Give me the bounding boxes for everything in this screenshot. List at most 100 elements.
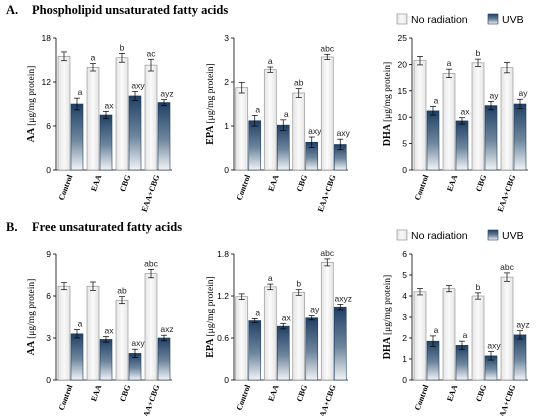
y-tick-label: 0 xyxy=(46,165,51,175)
significance-label: ayz xyxy=(160,89,173,99)
chart-a-dha: 0 5 10 15 20 25 DHA [μg/mg protein] Control a EAA… xyxy=(382,33,528,213)
significance-label: axy xyxy=(337,128,351,138)
bar-no-radiation xyxy=(57,285,71,381)
bar-no-radiation xyxy=(263,69,277,171)
y-tick-label: 0.6 xyxy=(217,333,229,343)
y-tick-label: 6 xyxy=(46,291,51,301)
significance-label: a xyxy=(434,96,439,106)
y-tick-label: 3 xyxy=(46,333,51,343)
y-tick-label: 1.2 xyxy=(217,291,229,301)
significance-label: axyz xyxy=(335,293,352,303)
significance-label: abc xyxy=(320,248,334,258)
y-tick-label: 4 xyxy=(402,291,407,301)
category-label: EAA xyxy=(89,383,103,402)
legend-label-uvb: UVB xyxy=(502,14,524,26)
legend-a: No radiation UVB xyxy=(396,13,524,26)
bar-uvb xyxy=(70,103,84,171)
legend-swatch-uvb xyxy=(487,229,499,241)
category-label: Control xyxy=(413,173,431,202)
category-label: EAA+CBG xyxy=(140,174,162,214)
category-label: EAA+CBG xyxy=(140,384,162,416)
y-axis-title-unit: [μg/mg protein] xyxy=(383,62,393,122)
y-tick-label: 1 xyxy=(402,354,407,364)
significance-label: ab xyxy=(117,286,127,296)
category-label: EAA xyxy=(266,383,280,402)
y-axis-title: AA [μg/mg protein] xyxy=(26,66,37,143)
significance-label: ax xyxy=(461,107,471,117)
bar-no-radiation xyxy=(292,292,306,381)
significance-label: ayz xyxy=(516,320,529,330)
y-axis-title: DHA [μg/mg protein] xyxy=(382,275,393,359)
bar-no-radiation xyxy=(86,285,100,381)
significance-label: b xyxy=(296,279,301,289)
bar-no-radiation xyxy=(235,296,249,381)
y-axis-title-bold: EPA xyxy=(205,337,216,358)
legend-swatch-no-radiation xyxy=(396,229,408,241)
significance-label: ay xyxy=(490,90,500,100)
significance-label: a xyxy=(434,325,439,335)
bar-no-radiation xyxy=(500,67,514,171)
bar-uvb xyxy=(513,334,527,381)
bar-uvb xyxy=(248,320,262,381)
category-label: EAA xyxy=(266,173,280,192)
category-label: Control xyxy=(235,173,253,202)
y-tick-label: 0 xyxy=(402,375,407,385)
y-tick-label: 6 xyxy=(46,121,51,131)
y-tick-label: 15 xyxy=(398,86,408,96)
significance-label: ac xyxy=(147,48,157,58)
bar-uvb xyxy=(455,120,469,171)
bar-uvb xyxy=(248,120,262,171)
bar-no-radiation xyxy=(320,262,334,381)
significance-label: b xyxy=(120,42,125,52)
bar-no-radiation xyxy=(57,56,71,171)
significance-label: axy xyxy=(308,126,322,136)
y-axis-title-unit: [μg/mg protein] xyxy=(27,279,37,339)
bar-no-radiation xyxy=(320,56,334,171)
y-tick-label: 20 xyxy=(398,59,408,69)
y-axis-title-unit: [μg/mg protein] xyxy=(27,66,37,126)
section-b-label: B. xyxy=(6,220,17,234)
significance-label: a xyxy=(78,319,83,329)
significance-label: abc xyxy=(144,258,158,268)
significance-label: a xyxy=(91,53,96,63)
bar-no-radiation xyxy=(442,73,456,171)
y-axis-title-bold: DHA xyxy=(382,335,393,359)
y-axis-title-bold: DHA xyxy=(382,122,393,146)
significance-label: ab xyxy=(294,78,304,88)
bar-no-radiation xyxy=(471,295,485,381)
bar-no-radiation xyxy=(500,276,514,381)
category-label: CBG xyxy=(118,384,132,403)
y-tick-label: 9 xyxy=(46,249,51,259)
significance-label: a xyxy=(284,109,289,119)
y-tick-label: 5 xyxy=(402,139,407,149)
bar-no-radiation xyxy=(86,67,100,171)
y-axis-title: AA [μg/mg protein] xyxy=(26,279,37,356)
significance-label: a xyxy=(255,307,260,317)
y-axis-title-bold: AA xyxy=(26,126,37,142)
legend-swatch-no-radiation xyxy=(396,13,408,25)
bar-uvb xyxy=(276,124,290,171)
category-label: EAA xyxy=(89,173,103,192)
significance-label: ay xyxy=(310,305,320,315)
category-label: EAA+CBG xyxy=(316,174,338,214)
section-a-title: Phospholipid unsaturated fatty acids xyxy=(32,3,228,17)
y-axis-title-bold: EPA xyxy=(205,124,216,145)
category-label: Control xyxy=(57,383,75,412)
y-tick-label: 2 xyxy=(402,333,407,343)
y-tick-label: 0 xyxy=(46,375,51,385)
bar-uvb xyxy=(157,337,171,381)
bar-no-radiation xyxy=(263,286,277,381)
significance-label: abc xyxy=(500,262,514,272)
bar-uvb xyxy=(70,333,84,381)
y-tick-label: 5 xyxy=(402,270,407,280)
y-tick-label: 0 xyxy=(224,165,229,175)
legend-swatch-uvb xyxy=(487,13,499,25)
significance-label: ax xyxy=(282,312,292,322)
y-tick-label: 12 xyxy=(42,77,52,87)
section-b-title: Free unsaturated fatty acids xyxy=(32,220,182,234)
category-label: EAA xyxy=(445,383,459,402)
significance-label: ay xyxy=(519,88,529,98)
category-label: EAA+CBG xyxy=(316,384,338,416)
significance-label: b xyxy=(476,48,481,58)
